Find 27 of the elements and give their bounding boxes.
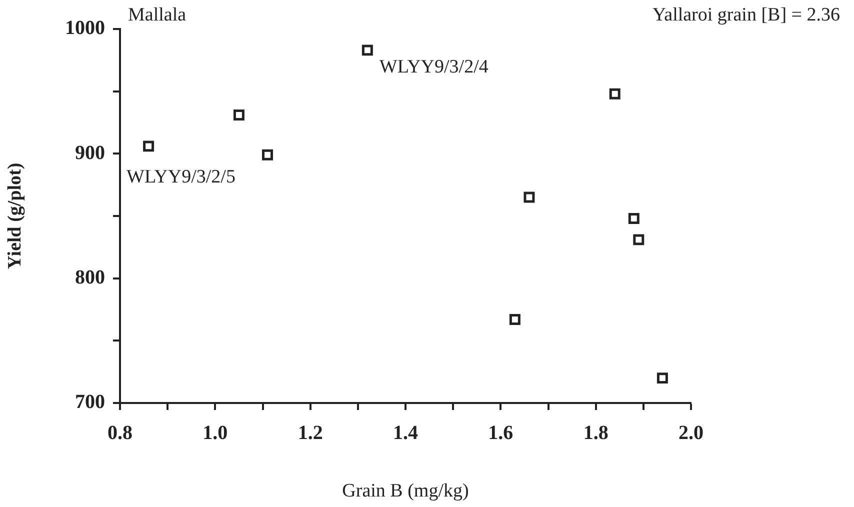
y-axis-title: Yield (g/plot): [4, 162, 26, 270]
x-tick-label: 1.2: [298, 422, 323, 444]
y-tick-label: 800: [75, 266, 105, 289]
point: [362, 44, 373, 56]
text: 2.0: [678, 422, 704, 444]
text: Yallaroi grain [B] = 2.36: [652, 4, 840, 26]
point: [609, 88, 620, 100]
point: [143, 140, 154, 152]
annotation: WLYY9/3/2/5: [126, 166, 236, 188]
point: [633, 234, 644, 246]
y-tick-label: 1000: [65, 17, 105, 40]
point: [509, 314, 520, 325]
point: [233, 110, 244, 121]
point: [262, 149, 273, 160]
x-tick-label: 0.8: [108, 422, 132, 444]
text: Mallala: [128, 4, 187, 26]
text: 1.0: [202, 422, 228, 444]
annotation: WLYY9/3/2/4: [379, 56, 489, 78]
x-axis-title: Grain B (mg/kg): [342, 480, 469, 502]
x-tick-label: 1.4: [393, 422, 418, 444]
y-tick-label: 900: [75, 142, 105, 164]
x-tick-label: 1.6: [488, 422, 514, 444]
y-tick-label: 700: [75, 391, 105, 414]
point: [524, 192, 535, 203]
x-tick-label: 1.8: [583, 422, 608, 444]
point: [628, 213, 640, 224]
point: [656, 372, 668, 384]
